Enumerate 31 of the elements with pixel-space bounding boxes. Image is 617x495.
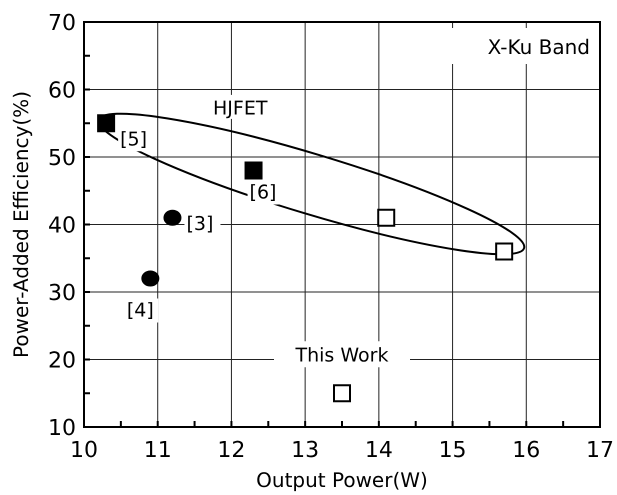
x-axis-title: Output Power(W) — [256, 468, 428, 492]
annotation: [5] — [120, 128, 148, 150]
y-tick-label: 30 — [48, 281, 76, 306]
y-tick-label: 70 — [48, 11, 76, 36]
x-tick-label: 10 — [70, 438, 98, 463]
annotation: [4] — [126, 300, 154, 322]
point — [163, 210, 182, 226]
point — [377, 208, 396, 227]
point — [495, 242, 514, 260]
annotation: [3] — [186, 212, 214, 235]
x-tick-label: 15 — [438, 438, 467, 463]
annotation: This Work — [294, 344, 388, 366]
annotation: X-Ku Band — [488, 35, 590, 59]
annotation: [6] — [250, 182, 276, 204]
x-tick-label: 11 — [144, 438, 172, 463]
y-tick-label: 60 — [48, 78, 76, 104]
point — [244, 162, 263, 180]
x-tick-label: 14 — [364, 438, 393, 463]
point — [97, 114, 116, 132]
annotation: HJFET — [213, 97, 268, 120]
x-tick-label: 16 — [512, 438, 540, 463]
y-tick-label: 20 — [48, 348, 76, 374]
y-axis-title: Power-Added Efficiency(%) — [9, 91, 33, 358]
y-tick-label: 40 — [48, 214, 76, 238]
x-tick-label: 12 — [217, 438, 246, 463]
y-tick-label: 50 — [48, 146, 76, 171]
point — [141, 270, 160, 286]
x-tick-label: 17 — [586, 438, 614, 463]
point — [333, 384, 351, 402]
x-tick-label: 13 — [291, 438, 320, 463]
y-tick-label: 10 — [48, 416, 76, 441]
